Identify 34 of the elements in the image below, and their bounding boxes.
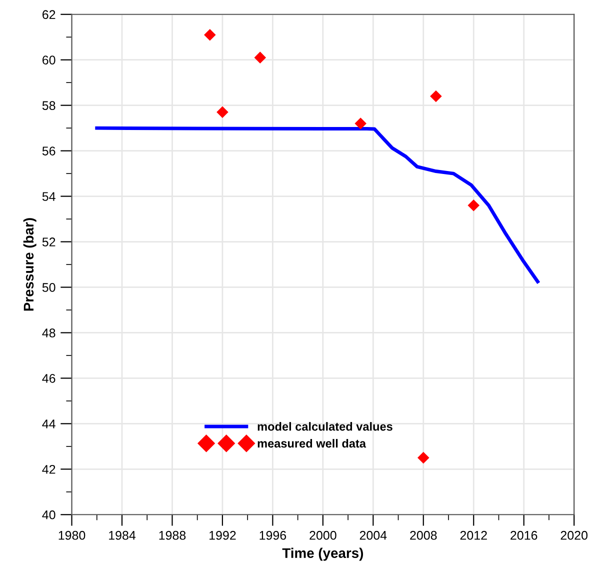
- x-tick-label: 1988: [159, 530, 186, 540]
- x-tick-label: 1980: [58, 530, 86, 540]
- x-tick-label: 2012: [460, 530, 487, 540]
- y-tick-label: 56: [42, 146, 56, 156]
- y-tick-label: 42: [42, 464, 56, 474]
- x-tick-label: 1992: [210, 530, 236, 540]
- point: [418, 452, 429, 464]
- y-tick-label: 40: [42, 510, 56, 520]
- y-axis-title: Pressure (bar): [23, 218, 36, 311]
- y-tick-label: 46: [42, 374, 56, 383]
- x-tick-label: 2020: [560, 530, 588, 540]
- x-tick-label: 2016: [510, 530, 538, 540]
- point: [430, 90, 442, 102]
- legend-label: model calculated values: [258, 422, 392, 431]
- x-tick-label: 1996: [260, 530, 286, 540]
- point: [216, 106, 228, 118]
- x-tick-label: 2000: [310, 530, 336, 540]
- y-tick-label: 44: [42, 420, 56, 428]
- point: [468, 200, 480, 211]
- x-tick-label: 1984: [109, 530, 136, 540]
- y-tick-label: 48: [42, 328, 56, 338]
- legend-label: measured well data: [258, 438, 366, 448]
- point: [354, 118, 366, 130]
- x-tick-label: 2004: [360, 530, 387, 540]
- y-tick-label: 52: [42, 238, 56, 246]
- point: [254, 52, 266, 64]
- x-axis-title: Time (years): [282, 548, 364, 561]
- y-tick-label: 54: [42, 192, 56, 201]
- point: [204, 29, 216, 40]
- y-tick-label: 62: [42, 10, 56, 20]
- y-tick-label: 60: [42, 56, 56, 65]
- y-tick-label: 58: [42, 101, 56, 110]
- x-tick-label: 2008: [410, 530, 437, 540]
- y-tick-label: 50: [42, 283, 56, 292]
